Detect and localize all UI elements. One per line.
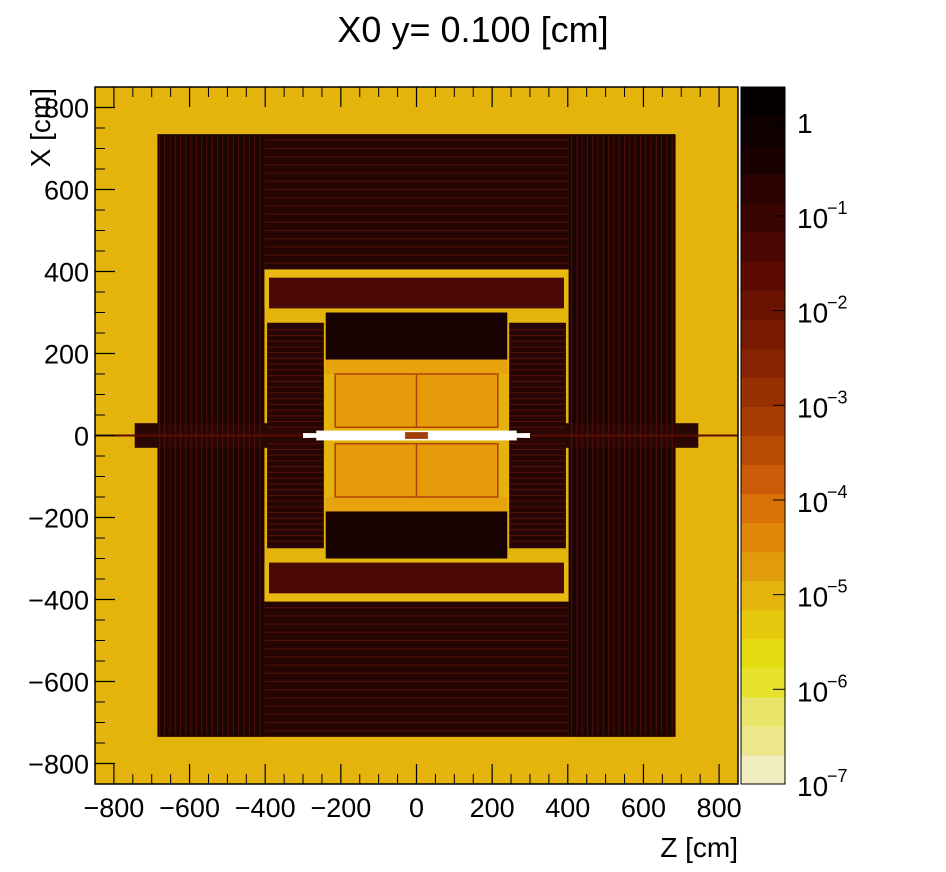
x-tick-label: −600 xyxy=(159,793,220,823)
plot-area xyxy=(94,86,739,785)
colorbar-band xyxy=(741,522,785,553)
x-tick-label: 0 xyxy=(409,793,424,823)
colorbar-band xyxy=(741,754,785,785)
x-tick-label: −400 xyxy=(235,793,296,823)
colorbar-band xyxy=(741,116,785,146)
colorbar-label: 10 xyxy=(797,676,828,707)
colorbar-band xyxy=(741,580,785,611)
chart-title: X0 y= 0.100 [cm] xyxy=(337,9,608,50)
x-tick-label: 800 xyxy=(697,793,742,823)
colorbar-band xyxy=(741,174,785,204)
y-axis-label: X [cm] xyxy=(25,88,56,167)
colorbar-label: 10 xyxy=(797,771,828,802)
region-muon-barrel-top xyxy=(264,134,569,270)
x-tick-label: −800 xyxy=(83,793,144,823)
colorbar-frame xyxy=(740,86,786,785)
y-tick-label: 600 xyxy=(44,176,89,206)
x-axis-label: Z [cm] xyxy=(660,832,738,863)
colorbar-band xyxy=(741,435,785,466)
colorbar-band xyxy=(741,348,785,378)
colorbar-label-exponent: −4 xyxy=(827,482,848,502)
y-tick-label: 200 xyxy=(44,340,89,370)
region-ecal-bottom xyxy=(325,497,508,512)
x-tick-label: −200 xyxy=(310,793,371,823)
colorbar-label: 1 xyxy=(797,108,813,139)
colorbar-band xyxy=(741,667,785,698)
colorbar-label-exponent: −5 xyxy=(827,577,848,597)
y-tick-label: −400 xyxy=(28,586,89,616)
y-tick-label: 0 xyxy=(74,422,89,452)
region-solenoid-bottom xyxy=(268,562,565,594)
colorbar-band xyxy=(741,232,785,262)
region-hcal-barrel-top xyxy=(325,312,508,360)
colorbar-label-exponent: −7 xyxy=(827,766,848,786)
colorbar-band xyxy=(741,319,785,349)
colorbar-band xyxy=(741,145,785,175)
colorbar-band xyxy=(741,725,785,756)
colorbar-label-exponent: −2 xyxy=(827,293,848,313)
colorbar-label-exponent: −6 xyxy=(827,671,848,691)
colorbar-label-exponent: −3 xyxy=(827,387,848,407)
colorbar-band xyxy=(741,551,785,582)
colorbar-band xyxy=(741,406,785,436)
x-tick-label: 400 xyxy=(545,793,590,823)
y-axis: −800 −600 −400 −200 0 200 400 600 800 xyxy=(28,86,115,785)
colorbar-band xyxy=(741,377,785,407)
colorbar-label: 10 xyxy=(797,298,828,329)
x-tick-label: 600 xyxy=(621,793,666,823)
colorbar-label: 10 xyxy=(797,392,828,423)
x-tick-label: 200 xyxy=(470,793,515,823)
colorbar-label-exponent: −1 xyxy=(827,198,848,218)
y-tick-label: 400 xyxy=(44,258,89,288)
colorbar-band xyxy=(741,638,785,669)
colorbar-band xyxy=(741,203,785,233)
colorbar-band xyxy=(741,290,785,320)
y-tick-label: −600 xyxy=(28,668,89,698)
colorbar: 110−110−210−310−410−510−610−7 xyxy=(740,86,848,802)
tracker-outline xyxy=(334,373,499,498)
colorbar-label: 10 xyxy=(797,582,828,613)
colorbar-label: 10 xyxy=(797,203,828,234)
region-solenoid-top xyxy=(268,277,565,309)
region-hcal-barrel-bottom xyxy=(325,511,508,559)
pixel-core-top xyxy=(405,432,428,439)
y-tick-label: 800 xyxy=(44,94,89,124)
colorbar-band xyxy=(741,493,785,524)
y-tick-label: −200 xyxy=(28,504,89,534)
colorbar-label: 10 xyxy=(797,487,828,518)
colorbar-band xyxy=(741,87,785,117)
colorbar-band xyxy=(741,696,785,727)
colorbar-band xyxy=(741,261,785,291)
region-ecal-top xyxy=(325,359,508,374)
x-axis: −800 −600 −400 −200 0 200 400 600 800 xyxy=(83,87,742,823)
colorbar-band xyxy=(741,464,785,495)
region-muon-barrel-bottom xyxy=(264,601,569,737)
y-tick-label: −800 xyxy=(28,750,89,780)
colorbar-band xyxy=(741,609,785,640)
